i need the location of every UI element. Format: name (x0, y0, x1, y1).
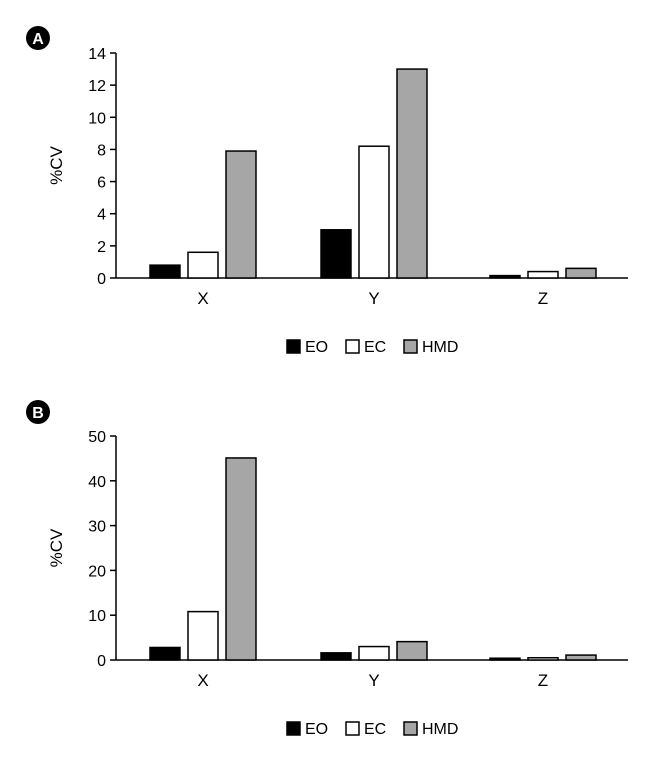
chart-b-x-tick-label: Y (368, 671, 379, 690)
chart-a-legend-label-ec: EC (364, 339, 386, 356)
chart-a-bar-hmd-y (396, 68, 428, 279)
chart-b-bar-eo-z (489, 657, 521, 661)
chart-b-bar-hmd-z (565, 654, 597, 661)
chart-a-bar-eo-x (149, 264, 181, 279)
chart-b-legend-swatch-hmd (403, 721, 418, 736)
chart-a-bar-hmd-z (565, 267, 597, 279)
chart-b-bar-eo-x (149, 646, 181, 661)
chart-a-bar-eo-z (489, 274, 521, 279)
chart-b-panel-badge (26, 400, 50, 424)
chart-b-y-tick-label: 50 (88, 429, 106, 446)
chart-a-panel-badge (26, 26, 50, 50)
chart-b-legend-swatch-ec (345, 721, 360, 736)
chart-b-panel-label: B (32, 405, 44, 422)
chart-a-bar-eo-y (320, 229, 352, 279)
chart-a-y-axis-label: %CV (47, 145, 66, 184)
chart-b-legend-label-eo: EO (305, 721, 328, 738)
chart-b-y-tick-label: 30 (88, 519, 106, 536)
chart-b-bar-hmd-x (225, 457, 257, 661)
chart-panel-a: A 0 2 4 6 8 10 12 14 %CV X Y Z EO EC HMD (26, 26, 628, 356)
chart-b-legend-swatch-eo (286, 721, 301, 736)
chart-a-y-tick-label: 0 (97, 271, 106, 288)
chart-b-y-tick-label: 20 (88, 563, 106, 580)
chart-a-panel-label: A (32, 31, 44, 48)
chart-a-y-tick-label: 14 (88, 46, 106, 63)
chart-b-y-tick-label: 0 (97, 653, 106, 670)
chart-b-x-tick-label: Z (538, 671, 548, 690)
chart-a-x-tick-label: X (197, 289, 208, 308)
chart-a-y-tick-label: 2 (97, 239, 106, 256)
chart-a-legend-swatch-eo (286, 339, 301, 354)
chart-a-x-tick-label: Z (538, 289, 548, 308)
chart-a-y-tick-label: 12 (88, 78, 106, 95)
chart-b-bar-hmd-y (396, 640, 428, 661)
chart-b-bar-ec-x (187, 610, 219, 661)
chart-b-bar-eo-y (320, 652, 352, 661)
chart-a-y-tick-label: 6 (97, 175, 106, 192)
chart-a-bar-ec-z (527, 270, 559, 279)
chart-a-x-tick-label: Y (368, 289, 379, 308)
chart-a-bar-ec-y (358, 145, 390, 279)
chart-b-x-tick-label: X (197, 671, 208, 690)
chart-b-legend-label-hmd: HMD (422, 721, 458, 738)
chart-a-legend-swatch-hmd (403, 339, 418, 354)
chart-a-legend-label-eo: EO (305, 339, 328, 356)
chart-b-legend-label-ec: EC (364, 721, 386, 738)
chart-a-svg: A 0 2 4 6 8 10 12 14 %CV X Y Z EO EC HMD (26, 26, 628, 356)
chart-b-y-tick-label: 10 (88, 608, 106, 625)
chart-a-bar-hmd-x (225, 150, 257, 279)
chart-a-y-tick-label: 10 (88, 110, 106, 127)
chart-a-bar-ec-x (187, 251, 219, 279)
chart-a-y-tick-label: 4 (97, 207, 106, 224)
chart-b-bar-ec-y (358, 645, 390, 661)
chart-b-y-axis-label: %CV (47, 528, 66, 567)
chart-b-bar-ec-z (527, 657, 559, 661)
chart-panel-b: B 0 10 20 30 40 50 %CV X Y Z EO EC HMD (0, 382, 662, 764)
chart-a-legend-label-hmd: HMD (422, 339, 458, 356)
chart-a-y-tick-label: 8 (97, 142, 106, 159)
chart-a-legend-swatch-ec (345, 339, 360, 354)
chart-b-svg: B 0 10 20 30 40 50 %CV X Y Z EO EC HMD (26, 400, 628, 738)
chart-b-y-tick-label: 40 (88, 474, 106, 491)
